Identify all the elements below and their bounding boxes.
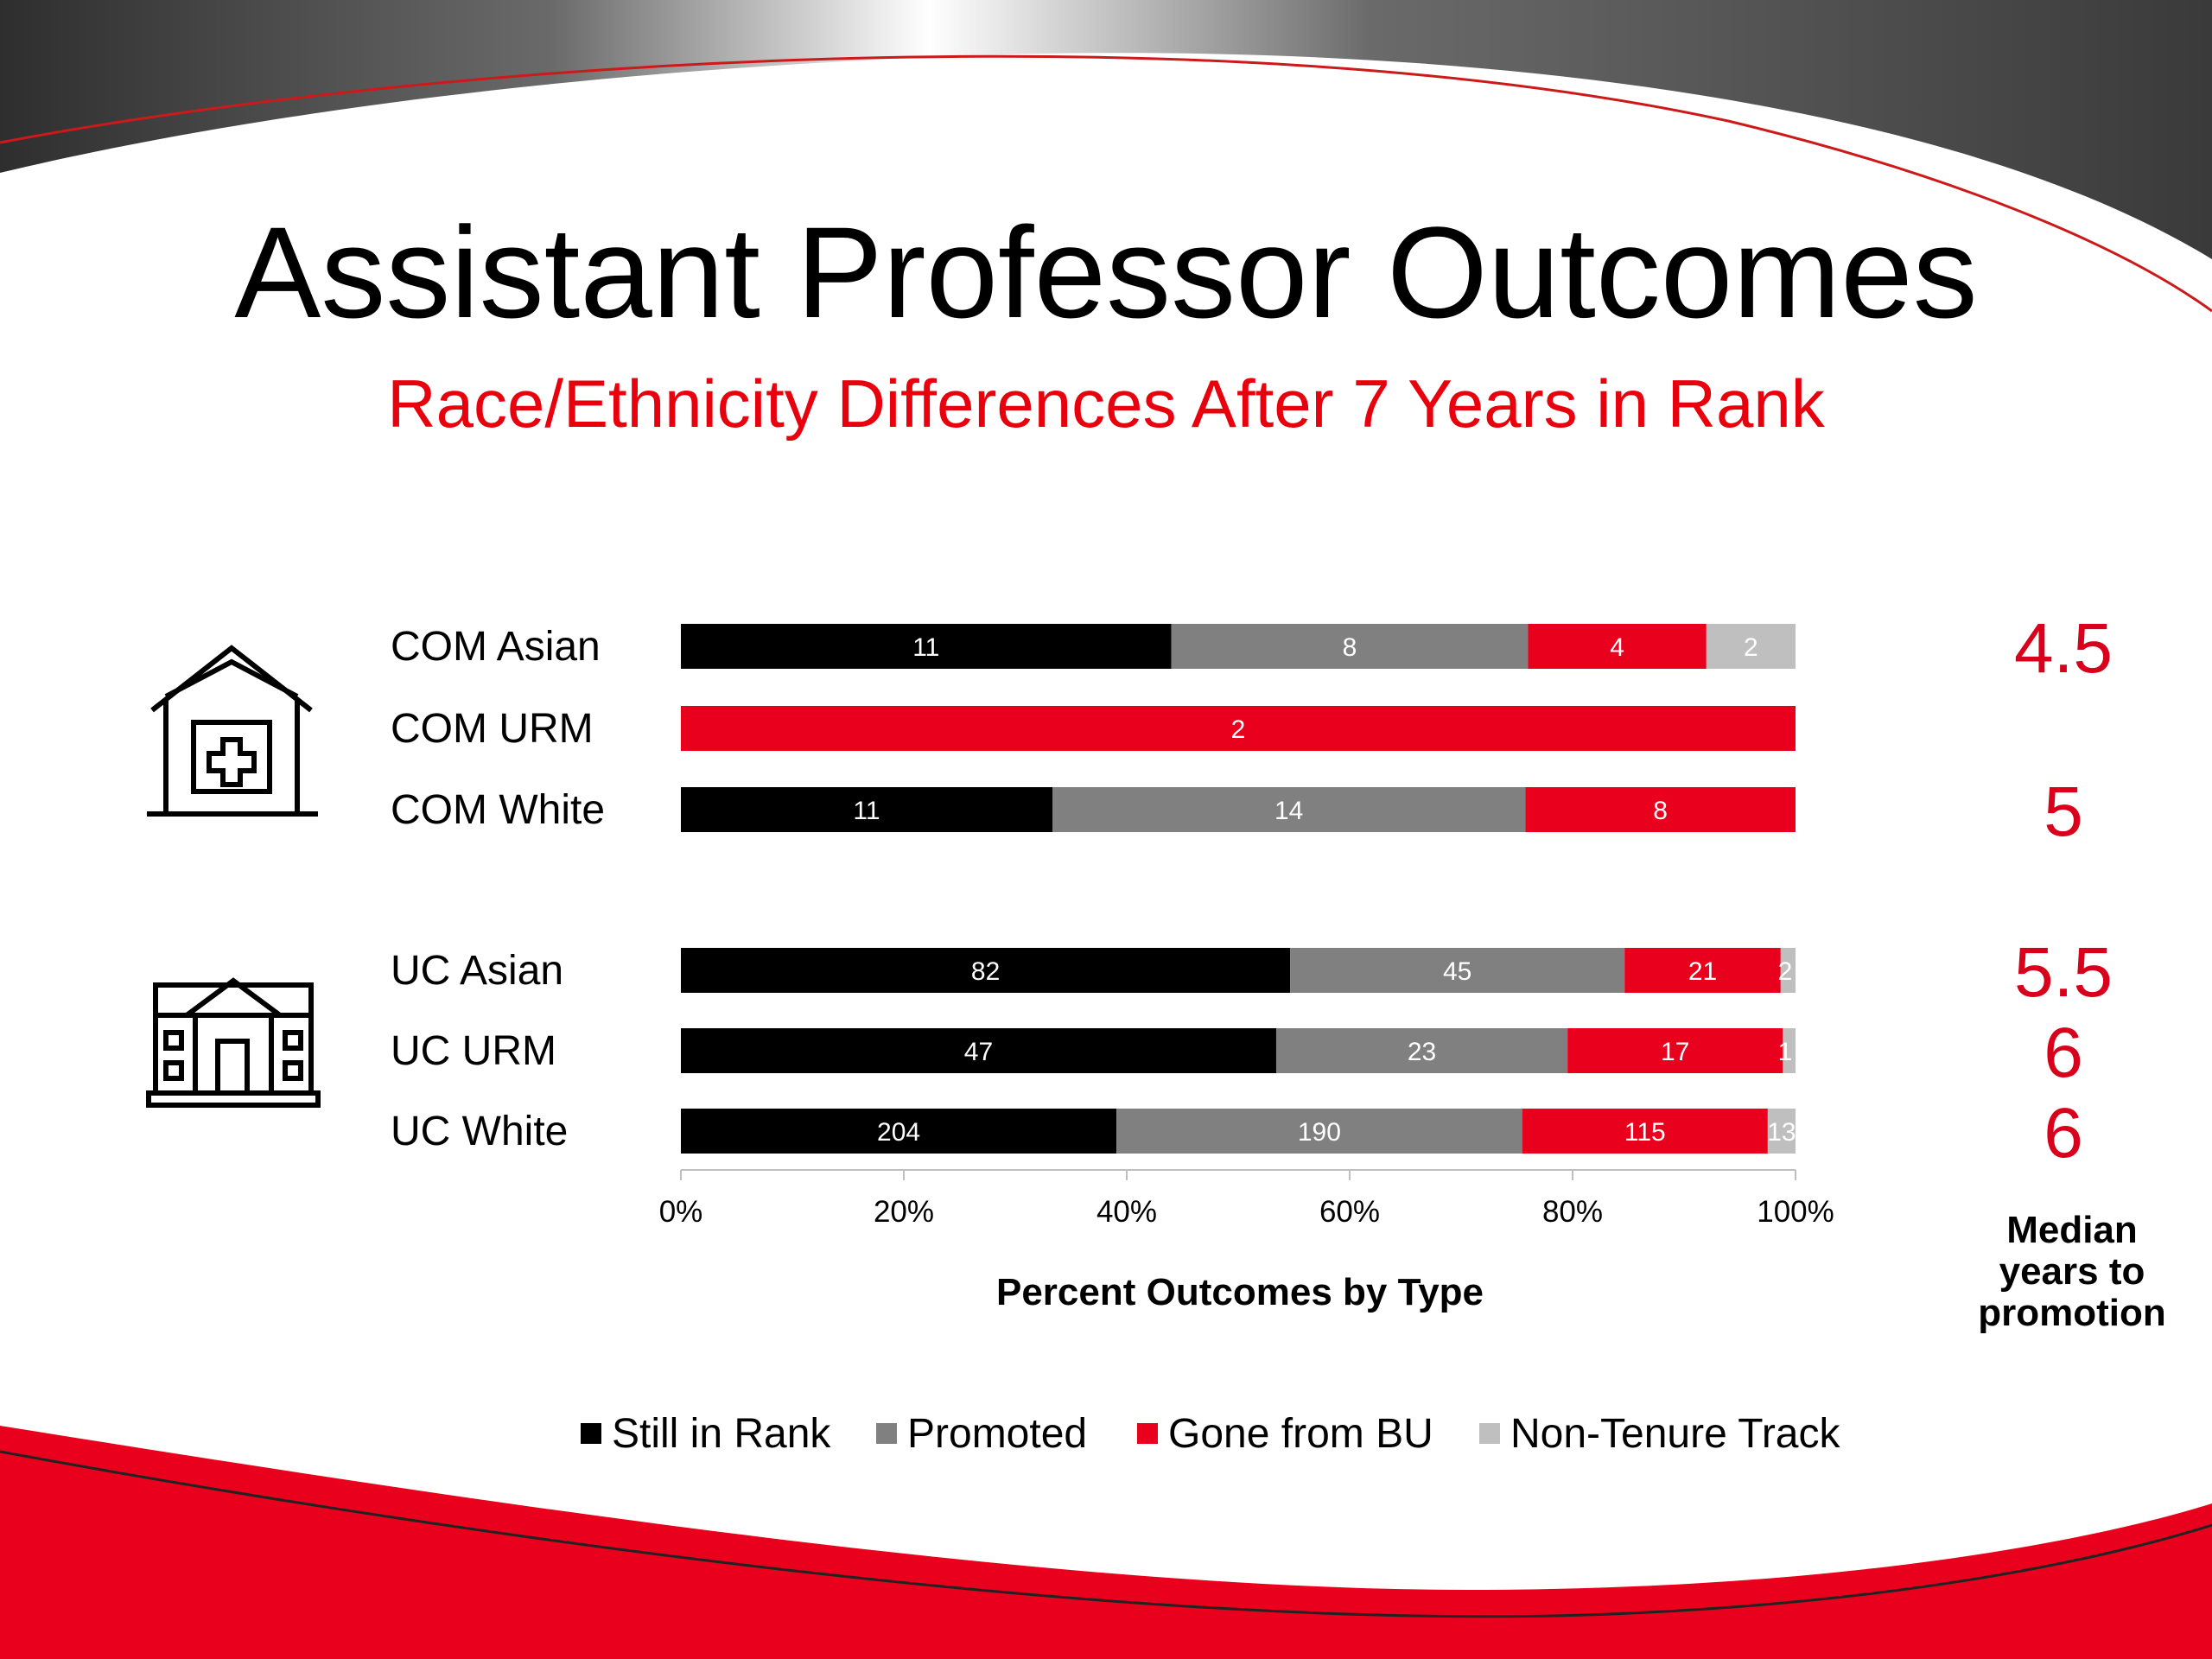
data-label: 45 — [1443, 957, 1471, 986]
category-label: COM Asian — [391, 624, 601, 670]
median-caption: promotion — [1978, 1292, 2166, 1334]
bar-segment — [1522, 1109, 1768, 1154]
data-label: 11 — [912, 633, 939, 662]
bar-segment — [1780, 948, 1796, 993]
bar-segment — [1525, 787, 1796, 832]
data-label: 1 — [1778, 1038, 1793, 1066]
median-value: 4.5 — [2014, 609, 2113, 688]
x-tick-label: 20% — [874, 1195, 934, 1229]
category-label: UC Asian — [391, 948, 563, 994]
bar-segment — [1783, 1028, 1796, 1073]
bar-segment — [1116, 1109, 1522, 1154]
data-label: 204 — [877, 1118, 920, 1147]
data-label: 23 — [1408, 1038, 1436, 1066]
bar-segment — [681, 948, 1291, 993]
data-label: 2 — [1231, 715, 1246, 744]
bar-segment — [1052, 787, 1526, 832]
x-tick-label: 100% — [1757, 1195, 1834, 1229]
bar-segment — [1767, 1109, 1796, 1154]
bar-segment — [1290, 948, 1625, 993]
median-value: 6 — [2044, 1014, 2083, 1092]
category-label: UC URM — [391, 1028, 556, 1074]
category-label: COM URM — [391, 706, 594, 752]
legend-swatch — [581, 1423, 601, 1444]
data-label: 21 — [1688, 957, 1717, 986]
bar-segment — [1624, 948, 1781, 993]
median-value: 6 — [2044, 1094, 2083, 1173]
page-title: Assistant Professor Outcomes — [234, 200, 1978, 345]
page-subtitle: Race/Ethnicity Differences After 7 Years… — [387, 365, 1825, 442]
top-swoosh-line — [0, 54, 2212, 313]
university-building-icon — [146, 977, 321, 1108]
data-label: 115 — [1624, 1118, 1666, 1147]
x-tick-label: 80% — [1542, 1195, 1603, 1229]
legend-swatch — [1137, 1423, 1158, 1444]
data-label: 8 — [1343, 633, 1357, 662]
data-label: 11 — [853, 797, 880, 825]
median-value: 5 — [2044, 772, 2083, 851]
data-label: 190 — [1298, 1118, 1341, 1147]
data-label: 2 — [1778, 957, 1793, 986]
x-tick-label: 0% — [659, 1195, 703, 1229]
bottom-swoosh-line — [0, 1450, 2212, 1618]
bar-segment — [681, 787, 1052, 832]
legend-label: Still in Rank — [612, 1411, 831, 1457]
data-label: 47 — [964, 1038, 993, 1066]
legend-swatch — [876, 1423, 897, 1444]
data-label: 82 — [971, 957, 1000, 986]
hospital-icon — [147, 645, 318, 817]
data-label: 17 — [1661, 1038, 1689, 1066]
category-label: COM White — [391, 787, 605, 833]
legend-label: Non-Tenure Track — [1510, 1411, 1840, 1457]
bar-segment — [681, 706, 1796, 751]
data-label: 13 — [1767, 1118, 1796, 1147]
bar-segment — [681, 1028, 1276, 1073]
median-caption: years to — [1999, 1250, 2145, 1293]
plot-area: COM Asian 11 8 4 2 4.5 COM URM 2 COM White 11 14 8 5… — [391, 609, 2166, 1457]
category-label: UC White — [391, 1109, 568, 1154]
legend-label: Gone from BU — [1168, 1411, 1433, 1457]
bar-segment — [1567, 1028, 1783, 1073]
legend-swatch — [1479, 1423, 1500, 1444]
median-value: 5.5 — [2014, 933, 2113, 1012]
bar-segment — [1275, 1028, 1568, 1073]
bar-segment — [1171, 624, 1529, 669]
x-tick-label: 40% — [1096, 1195, 1157, 1229]
bar-segment — [1706, 624, 1796, 669]
bar-segment — [681, 624, 1172, 669]
top-swoosh — [0, 0, 2212, 259]
data-label: 2 — [1744, 633, 1758, 662]
data-label: 8 — [1653, 797, 1668, 825]
bottom-swoosh-white — [0, 1460, 2212, 1659]
bar-segment — [1528, 624, 1707, 669]
legend-label: Promoted — [907, 1411, 1087, 1457]
bar-segment — [681, 1109, 1117, 1154]
data-label: 14 — [1274, 797, 1303, 825]
median-caption: Median — [2006, 1209, 2138, 1251]
x-axis-title: Percent Outcomes by Type — [996, 1271, 1484, 1313]
x-tick-label: 60% — [1319, 1195, 1380, 1229]
data-label: 4 — [1610, 633, 1624, 662]
